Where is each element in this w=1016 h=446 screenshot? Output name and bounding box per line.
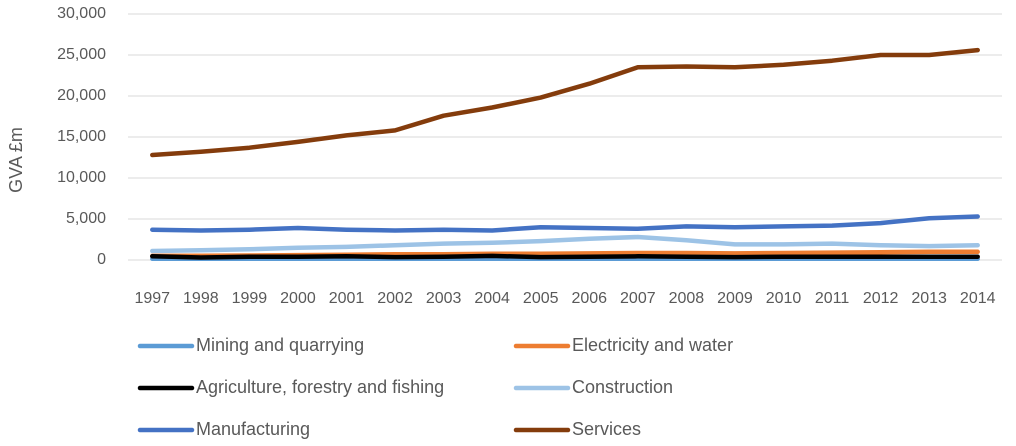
series-line-construction xyxy=(150,234,980,254)
x-tick-label: 1998 xyxy=(183,290,219,307)
legend-item: Construction xyxy=(513,377,673,397)
x-tick-label: 2013 xyxy=(911,290,947,307)
x-tick-label: 2004 xyxy=(474,290,510,307)
x-tick-label: 1999 xyxy=(232,290,268,307)
y-tick-label: 15,000 xyxy=(57,128,106,145)
x-tick-label: 2000 xyxy=(280,290,316,307)
x-tick-label: 2011 xyxy=(815,290,850,307)
y-tick-label: 10,000 xyxy=(57,169,106,186)
legend: Mining and quarrying Electricity and wate… xyxy=(137,335,733,439)
series-line-manufacturing xyxy=(150,214,980,233)
legend-label: Manufacturing xyxy=(196,419,310,439)
x-tick-label: 2002 xyxy=(377,290,413,307)
x-tick-label: 2009 xyxy=(717,290,753,307)
x-tick-label: 2006 xyxy=(571,290,607,307)
y-tick-label: 30,000 xyxy=(57,5,106,22)
y-tick-label: 0 xyxy=(97,251,106,268)
x-tick-label: 2003 xyxy=(426,290,462,307)
y-tick-label: 20,000 xyxy=(57,87,106,104)
legend-label: Construction xyxy=(572,377,673,397)
x-tick-label: 2001 xyxy=(329,290,365,307)
legend-label: Services xyxy=(572,419,641,439)
y-axis-title: GVA £m xyxy=(6,127,26,193)
legend-label: Mining and quarrying xyxy=(196,335,364,355)
series-line-services xyxy=(150,47,980,158)
y-tick-label: 25,000 xyxy=(57,46,106,63)
x-axis-ticks: 1997 1998 1999 2000 2001 2002 2003 2004 2005 2006… xyxy=(134,290,995,307)
series-line-agriculture-forestry-and-fishing xyxy=(150,253,980,260)
x-tick-label: 2007 xyxy=(620,290,656,307)
gridlines xyxy=(128,13,1002,261)
x-tick-label: 2012 xyxy=(863,290,899,307)
legend-label: Electricity and water xyxy=(572,335,733,355)
y-axis-ticks: 0 5,000 10,000 15,000 20,000 25,000 30,000 xyxy=(57,5,106,268)
x-tick-label: 2005 xyxy=(523,290,559,307)
x-tick-label: 1997 xyxy=(134,290,170,307)
x-tick-label: 2008 xyxy=(669,290,705,307)
legend-item: Manufacturing xyxy=(137,419,310,439)
x-tick-label: 2010 xyxy=(766,290,802,307)
legend-item: Agriculture, forestry and fishing xyxy=(137,377,444,397)
legend-item: Mining and quarrying xyxy=(137,335,364,355)
legend-label: Agriculture, forestry and fishing xyxy=(196,377,444,397)
y-tick-label: 5,000 xyxy=(66,210,106,227)
x-tick-label: 2014 xyxy=(960,290,996,307)
series-lines xyxy=(150,47,980,262)
legend-item: Services xyxy=(513,419,641,439)
legend-item: Electricity and water xyxy=(513,335,733,355)
